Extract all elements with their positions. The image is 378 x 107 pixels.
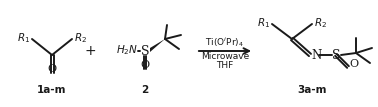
Text: THF: THF (216, 61, 234, 70)
Text: 3a-m: 3a-m (297, 85, 327, 95)
Polygon shape (150, 39, 165, 52)
Text: S: S (141, 45, 149, 57)
Text: $R_1$: $R_1$ (17, 31, 30, 45)
Text: $R_2$: $R_2$ (74, 31, 87, 45)
Text: $H_2N$: $H_2N$ (116, 43, 138, 57)
Text: N: N (311, 48, 321, 62)
Text: 2: 2 (141, 85, 149, 95)
Text: O: O (141, 60, 150, 70)
Text: O: O (349, 59, 358, 69)
Text: 1a-m: 1a-m (37, 85, 67, 95)
Text: Microwave: Microwave (201, 52, 249, 61)
Text: +: + (84, 44, 96, 58)
Text: O: O (47, 64, 57, 74)
Text: $R_2$: $R_2$ (314, 16, 327, 30)
Text: $R_1$: $R_1$ (257, 16, 270, 30)
Text: S: S (332, 48, 340, 62)
Text: Ti(O$^i$Pr)$_4$: Ti(O$^i$Pr)$_4$ (205, 35, 245, 49)
